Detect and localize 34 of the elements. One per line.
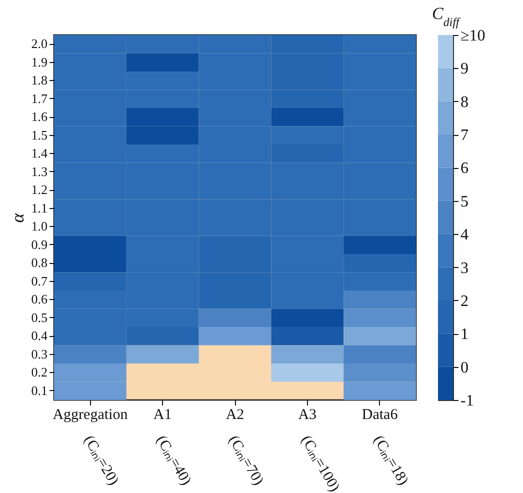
y-tick-label: 1.3 bbox=[31, 164, 48, 179]
color-bar-label: 6 bbox=[460, 160, 468, 178]
y-tick-label: 0.1 bbox=[31, 382, 48, 398]
y-axis-title: α bbox=[7, 212, 28, 223]
color-bar-label: ≥10 bbox=[460, 28, 486, 44]
color-bar-label: 8 bbox=[460, 94, 468, 111]
color-bar-label: 4 bbox=[460, 226, 468, 244]
y-tick-label: 1.9 bbox=[31, 54, 48, 70]
color-bar-label: -1 bbox=[460, 392, 474, 410]
y-tick-label: 0.6 bbox=[31, 292, 48, 307]
y-tick-label: 1.2 bbox=[31, 182, 48, 198]
y-tick-label: 1.6 bbox=[31, 109, 48, 124]
y-tick-label: 0.4 bbox=[31, 328, 48, 344]
color-bar-label: 5 bbox=[460, 193, 468, 210]
color-bar-label: 7 bbox=[460, 127, 468, 144]
y-tick-label: 0.3 bbox=[31, 346, 48, 362]
y-tick-label: 0.9 bbox=[31, 236, 48, 252]
color-bar-label: 9 bbox=[460, 60, 468, 78]
y-tick-label: 0.2 bbox=[31, 364, 48, 380]
color-bar-label: 3 bbox=[460, 260, 468, 277]
y-tick-label: 2.0 bbox=[31, 36, 48, 52]
y-tick-label: 0.7 bbox=[31, 273, 48, 288]
y-tick-label: 1.1 bbox=[31, 200, 48, 216]
color-bar-title: C$_{diff}$ bbox=[432, 4, 461, 29]
color-bar-label: 1 bbox=[460, 326, 468, 344]
y-tick-label: 0.8 bbox=[31, 255, 48, 270]
color-bar-label: 0 bbox=[460, 359, 468, 376]
y-tick-label: 1.0 bbox=[31, 218, 48, 234]
y-tick-label: 1.4 bbox=[31, 146, 48, 161]
y-tick-label: 0.5 bbox=[31, 310, 48, 325]
y-tick-label: 1.5 bbox=[31, 127, 48, 142]
color-bar-label: 2 bbox=[460, 292, 468, 310]
y-tick-label: 1.8 bbox=[31, 72, 48, 88]
y-tick-label: 1.7 bbox=[31, 90, 48, 106]
